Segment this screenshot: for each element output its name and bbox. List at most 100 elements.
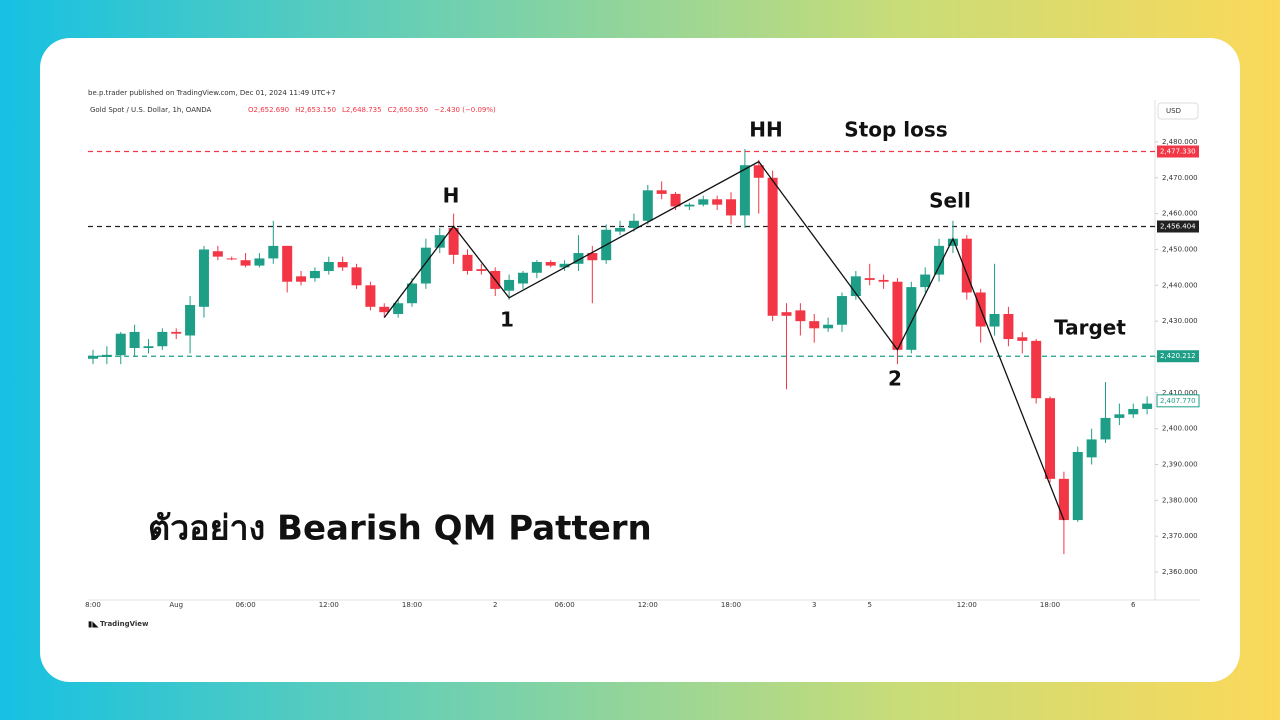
candle-body bbox=[337, 262, 348, 268]
candle-body bbox=[226, 258, 237, 260]
currency-box bbox=[1157, 102, 1199, 120]
candle-body bbox=[545, 262, 556, 266]
x-tick-label: 12:00 bbox=[957, 601, 977, 609]
y-tick-label: 2,460.000 bbox=[1162, 210, 1198, 218]
candle-body bbox=[379, 306, 390, 313]
candle-body bbox=[615, 227, 626, 232]
candle-body bbox=[531, 262, 542, 273]
annotation: 2 bbox=[888, 367, 902, 391]
symbol: Gold Spot / U.S. Dollar, 1h, OANDA bbox=[90, 106, 211, 114]
candle-body bbox=[1058, 478, 1069, 521]
candle-body bbox=[1142, 403, 1153, 409]
y-tick-label: 2,430.000 bbox=[1162, 317, 1198, 325]
candle-body bbox=[823, 324, 834, 329]
candle-body bbox=[739, 165, 750, 216]
candle-body bbox=[767, 177, 778, 316]
y-tick-label: 2,480.000 bbox=[1162, 138, 1198, 146]
x-tick-label: 6 bbox=[1131, 601, 1136, 609]
x-tick-label: 06:00 bbox=[554, 601, 574, 609]
candle-body bbox=[212, 251, 223, 257]
candle-body bbox=[684, 204, 695, 207]
x-tick-label: 8:00 bbox=[85, 601, 101, 609]
candle-body bbox=[836, 296, 847, 325]
y-tick-label: 2,370.000 bbox=[1162, 532, 1198, 540]
annotation: HH bbox=[749, 118, 782, 142]
candle-body bbox=[712, 199, 723, 205]
candle-body bbox=[989, 313, 1000, 327]
y-tick-label: 2,440.000 bbox=[1162, 281, 1198, 289]
annotation: H bbox=[443, 184, 460, 208]
y-tick-label: 2,410.000 bbox=[1162, 389, 1198, 397]
candle-body bbox=[753, 165, 764, 178]
candle-body bbox=[628, 220, 639, 228]
candle-body bbox=[268, 245, 279, 259]
candle-body bbox=[573, 253, 584, 264]
x-tick-label: 06:00 bbox=[235, 601, 255, 609]
candle-body bbox=[517, 272, 528, 284]
candle-body bbox=[157, 331, 168, 347]
y-tick-label: 2,450.000 bbox=[1162, 245, 1198, 253]
candle-body bbox=[1100, 417, 1111, 440]
brand: TradingView bbox=[100, 620, 149, 628]
ohlc-header: O2,652.690 H2,653.150 L2,648.735 C2,650.350… bbox=[248, 106, 496, 114]
candle-body bbox=[282, 245, 293, 282]
x-tick-label: 18:00 bbox=[721, 601, 741, 609]
candle-body bbox=[961, 238, 972, 293]
candle-body bbox=[1114, 414, 1125, 418]
level-label: 2,420.212 bbox=[1160, 352, 1196, 360]
candle-body bbox=[864, 278, 875, 280]
currency: USD bbox=[1166, 107, 1181, 115]
card bbox=[40, 38, 1240, 682]
ohlc-value: C2,650.350 bbox=[388, 106, 429, 114]
candle-body bbox=[698, 199, 709, 205]
ohlc-value: O2,652.690 bbox=[248, 106, 289, 114]
candle-body bbox=[726, 199, 737, 216]
candle-body bbox=[309, 270, 320, 279]
ohlc-value: H2,653.150 bbox=[295, 106, 336, 114]
candle-body bbox=[1128, 408, 1139, 415]
annotation: Target bbox=[1054, 316, 1126, 340]
brand-logo: ▮◣ bbox=[88, 620, 99, 629]
candle-body bbox=[101, 354, 112, 357]
x-tick-label: 12:00 bbox=[319, 601, 339, 609]
candle-body bbox=[185, 305, 196, 336]
level-badge bbox=[1157, 220, 1199, 233]
candle-body bbox=[670, 193, 681, 207]
y-tick-label: 2,380.000 bbox=[1162, 496, 1198, 504]
candle-body bbox=[254, 258, 265, 266]
candle-body bbox=[947, 238, 958, 246]
y-tick-label: 2,470.000 bbox=[1162, 174, 1198, 182]
candle-body bbox=[781, 312, 792, 316]
level-label: 2,456.404 bbox=[1160, 223, 1196, 231]
x-tick-label: 18:00 bbox=[1040, 601, 1060, 609]
last-price-label: 2,407.770 bbox=[1160, 397, 1196, 405]
published: be.p.trader published on TradingView.com… bbox=[88, 89, 336, 97]
ohlc-value: −2.430 (−0.09%) bbox=[434, 106, 496, 114]
annotation: Sell bbox=[929, 189, 971, 213]
annotation: 1 bbox=[500, 308, 514, 332]
annotation: Stop loss bbox=[844, 118, 947, 142]
candle-body bbox=[504, 279, 515, 291]
candle-body bbox=[351, 267, 362, 286]
x-tick-label: 18:00 bbox=[402, 601, 422, 609]
candle-body bbox=[934, 245, 945, 275]
pattern-line bbox=[383, 160, 1065, 521]
candle-body bbox=[1045, 398, 1056, 479]
candle-body bbox=[1017, 337, 1028, 341]
candle-body bbox=[198, 249, 209, 307]
candle-body bbox=[393, 303, 404, 314]
y-tick-label: 2,400.000 bbox=[1162, 425, 1198, 433]
candle-body bbox=[906, 287, 917, 350]
x-tick-label: 12:00 bbox=[638, 601, 658, 609]
last-price-badge bbox=[1156, 394, 1200, 408]
candle-body bbox=[920, 274, 931, 288]
candle-body bbox=[296, 276, 307, 282]
candle-body bbox=[809, 321, 820, 329]
candle-body bbox=[462, 254, 473, 271]
x-tick-label: 5 bbox=[867, 601, 871, 609]
candle-body bbox=[129, 331, 140, 349]
candle-body bbox=[240, 260, 251, 266]
candle-body bbox=[365, 285, 376, 307]
